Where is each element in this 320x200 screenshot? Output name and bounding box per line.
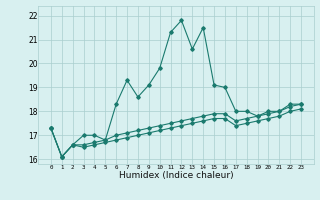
X-axis label: Humidex (Indice chaleur): Humidex (Indice chaleur) (119, 171, 233, 180)
